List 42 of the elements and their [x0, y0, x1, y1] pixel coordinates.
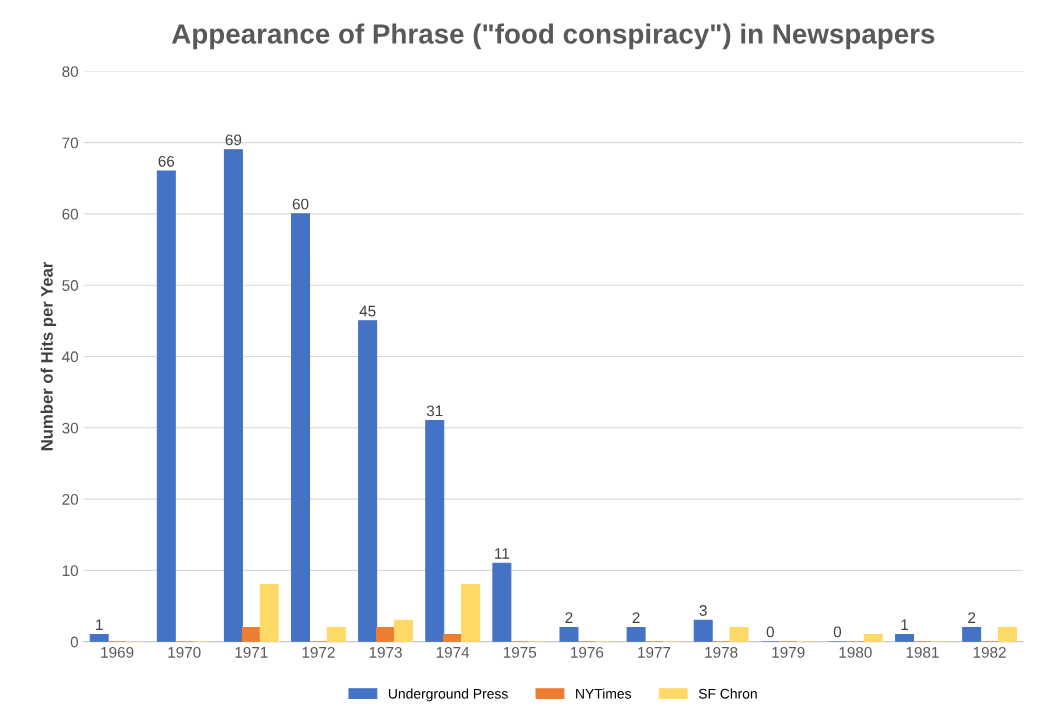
data-label: 2 — [632, 612, 640, 623]
x-tick-label: 1981 — [906, 646, 939, 658]
data-label: 0 — [833, 626, 842, 638]
x-tick-label: 1973 — [369, 646, 402, 658]
x-tick-label: 1971 — [235, 646, 268, 658]
data-label: 1 — [901, 619, 909, 631]
data-label: 69 — [225, 134, 242, 146]
data-label: 66 — [158, 155, 175, 167]
data-label: 0 — [766, 626, 774, 638]
y-tick-label: 60 — [62, 208, 79, 220]
y-tick-label: 10 — [62, 565, 79, 577]
y-tick-label: 70 — [62, 137, 79, 149]
y-axis-title: Number of Hits per Year — [40, 261, 57, 451]
y-tick-label: 20 — [62, 493, 79, 505]
data-label: 11 — [495, 548, 510, 559]
x-tick-label: 1982 — [973, 646, 1006, 658]
legend-label: SF Chron — [698, 688, 757, 699]
y-tick-label: 50 — [62, 280, 79, 291]
x-tick-label: 1980 — [839, 646, 872, 658]
x-tick-label: 1976 — [571, 646, 604, 658]
x-tick-label: 1970 — [168, 646, 201, 658]
x-tick-label: 1974 — [436, 646, 470, 658]
x-tick-label: 1978 — [705, 646, 738, 658]
x-tick-label: 1972 — [302, 646, 335, 658]
x-tick-label: 1979 — [772, 646, 805, 658]
y-tick-label: 0 — [70, 636, 79, 648]
data-label: 31 — [426, 405, 443, 417]
y-tick-label: 80 — [62, 66, 79, 77]
legend-label: NYTimes — [576, 688, 632, 699]
data-label: 2 — [565, 612, 573, 623]
x-tick-label: 1977 — [638, 646, 671, 658]
data-label: 3 — [699, 605, 707, 616]
data-label: 45 — [359, 305, 376, 317]
chart-title: Appearance of Phrase ("food conspiracy") in Newspapers — [171, 23, 935, 50]
data-label: 60 — [292, 198, 309, 210]
x-tick-label: 1969 — [101, 646, 134, 658]
y-tick-label: 30 — [62, 422, 79, 434]
data-label: 2 — [968, 612, 976, 623]
x-tick-label: 1975 — [503, 646, 537, 658]
legend-label: Underground Press — [388, 688, 508, 702]
data-label: 1 — [96, 619, 103, 631]
y-tick-label: 40 — [62, 351, 79, 363]
